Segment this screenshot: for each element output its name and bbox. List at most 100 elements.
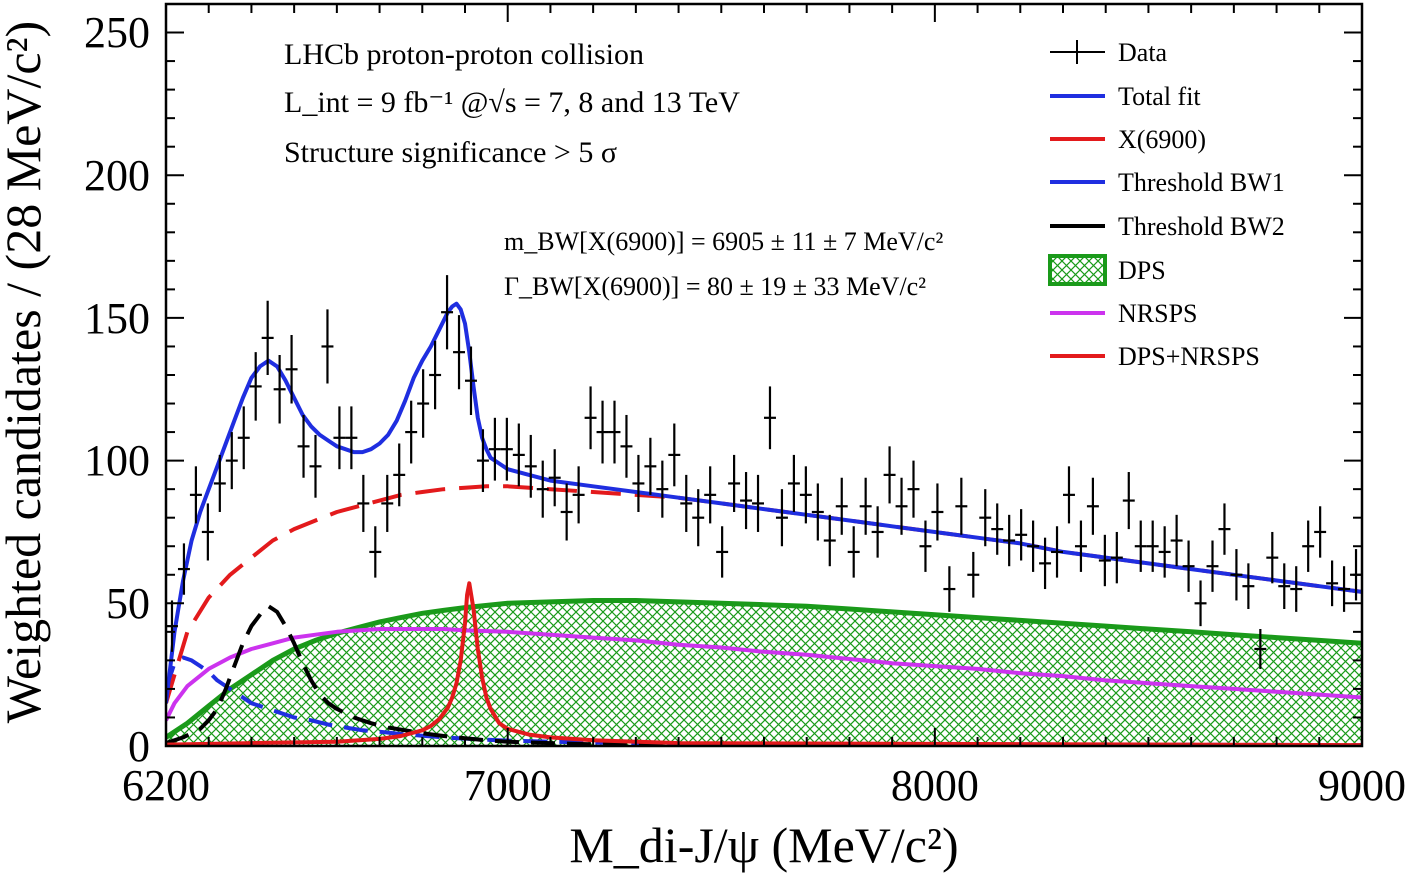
- data-point: [1015, 509, 1028, 561]
- data-point: [716, 526, 729, 578]
- y-tick-label-3: 150: [84, 294, 150, 343]
- data-point: [871, 506, 884, 558]
- dps-curve: [166, 598, 1362, 740]
- data-point: [584, 386, 597, 450]
- data-point: [1242, 563, 1255, 610]
- legend-item-dps: DPS: [1048, 254, 1166, 286]
- y-tick-label-0: 0: [128, 722, 150, 771]
- nrsps-curve: [166, 627, 1362, 722]
- legend-item-x6900: X(6900): [1050, 125, 1206, 154]
- legend-item-nrsps: NRSPS: [1050, 299, 1198, 328]
- data-point: [775, 489, 788, 547]
- data-point: [847, 526, 860, 578]
- data-point: [1074, 520, 1087, 572]
- threshold-bw2-curve: [166, 604, 1362, 746]
- data-point: [859, 477, 872, 535]
- data-point: [955, 477, 968, 535]
- data-point: [764, 386, 776, 450]
- data-point: [465, 346, 477, 415]
- data-point: [345, 406, 358, 470]
- data-point: [1110, 531, 1123, 584]
- data-point: [405, 400, 418, 464]
- data-point: [1206, 540, 1219, 592]
- data-point: [728, 454, 741, 512]
- data-point: [799, 466, 812, 524]
- legend-label-threshold-bw1: Threshold BW1: [1118, 168, 1285, 197]
- data-point: [656, 460, 669, 518]
- data-points: [166, 275, 1362, 669]
- annotation-significance: Structure significance > 5 σ: [284, 136, 617, 169]
- data-point: [572, 466, 585, 524]
- data-point: [273, 355, 286, 424]
- data-point: [1326, 560, 1339, 607]
- legend-label-total-fit: Total fit: [1118, 82, 1201, 111]
- data-point: [417, 369, 430, 438]
- legend-label-dps-nrsps: DPS+NRSPS: [1118, 342, 1260, 371]
- data-point: [333, 406, 346, 470]
- data-point: [512, 423, 525, 487]
- data-point: [369, 526, 382, 578]
- data-point: [1158, 526, 1171, 578]
- data-point: [620, 414, 633, 478]
- data-point: [608, 400, 621, 464]
- data-point: [883, 446, 896, 504]
- legend-item-data: Data: [1050, 38, 1168, 67]
- data-point: [943, 566, 956, 612]
- data-point: [1290, 566, 1303, 612]
- annotation-mass: m_BW[X(6900)] = 6905 ± 11 ± 7 MeV/c²: [504, 227, 943, 256]
- data-point: [967, 551, 980, 598]
- annotation-experiment: LHCb proton-proton collision: [284, 38, 644, 71]
- data-point: [1134, 520, 1147, 572]
- annotation-width: Γ_BW[X(6900)] = 80 ± 19 ± 33 MeV/c²: [504, 272, 926, 301]
- data-point: [632, 454, 645, 512]
- data-point: [524, 434, 537, 498]
- data-point: [1254, 628, 1267, 669]
- data-point: [823, 514, 836, 567]
- data-point: [1278, 563, 1291, 610]
- data-point: [500, 417, 513, 481]
- data-point: [441, 275, 454, 350]
- data-point: [1039, 537, 1052, 590]
- y-tick-label-1: 50: [106, 579, 150, 628]
- dps-area: [166, 600, 1362, 746]
- legend-item-threshold-bw1: Threshold BW1: [1050, 168, 1285, 197]
- x6900-curve: [166, 581, 1362, 746]
- data-point: [668, 423, 681, 487]
- axis-ticks: [165, 3, 1363, 747]
- annotation-luminosity: L_int = 9 fb⁻¹ @√s = 7, 8 and 13 TeV: [284, 86, 740, 119]
- x-axis-title: M_di-J/ψ (MeV/c²): [569, 817, 958, 873]
- data-point: [740, 472, 753, 530]
- data-point: [895, 477, 908, 535]
- legend-item-dps-nrsps: DPS+NRSPS: [1050, 342, 1260, 371]
- data-point: [285, 335, 298, 404]
- data-point: [177, 543, 190, 595]
- data-point: [1027, 520, 1040, 572]
- data-point: [1051, 526, 1063, 578]
- legend-label-x6900: X(6900): [1118, 125, 1206, 154]
- data-point: [357, 474, 370, 532]
- legend: Data Total fit X(6900) Threshold BW1 Thr…: [1048, 38, 1285, 371]
- data-point: [1266, 531, 1279, 584]
- data-point: [919, 520, 932, 572]
- legend-item-threshold-bw2: Threshold BW2: [1050, 212, 1285, 241]
- x-tick-label-2: 8000: [891, 761, 979, 810]
- data-point: [548, 449, 561, 507]
- data-point: [488, 417, 501, 481]
- y-tick-label-2: 100: [84, 436, 150, 485]
- data-point: [692, 489, 705, 547]
- data-point: [429, 340, 442, 410]
- data-point: [1170, 514, 1183, 567]
- x-tick-label-1: 7000: [464, 761, 552, 810]
- y-axis-title: Weighted candidates / (28 MeV/c²): [0, 21, 51, 723]
- data-point: [201, 503, 214, 561]
- data-point: [166, 600, 178, 652]
- data-point: [991, 503, 1004, 555]
- data-point: [787, 454, 800, 512]
- data-point: [476, 429, 489, 493]
- data-point: [237, 406, 250, 470]
- data-point: [213, 454, 226, 512]
- data-point: [1063, 466, 1075, 524]
- data-point: [1122, 472, 1135, 530]
- data-point: [225, 432, 238, 490]
- data-point: [381, 474, 394, 532]
